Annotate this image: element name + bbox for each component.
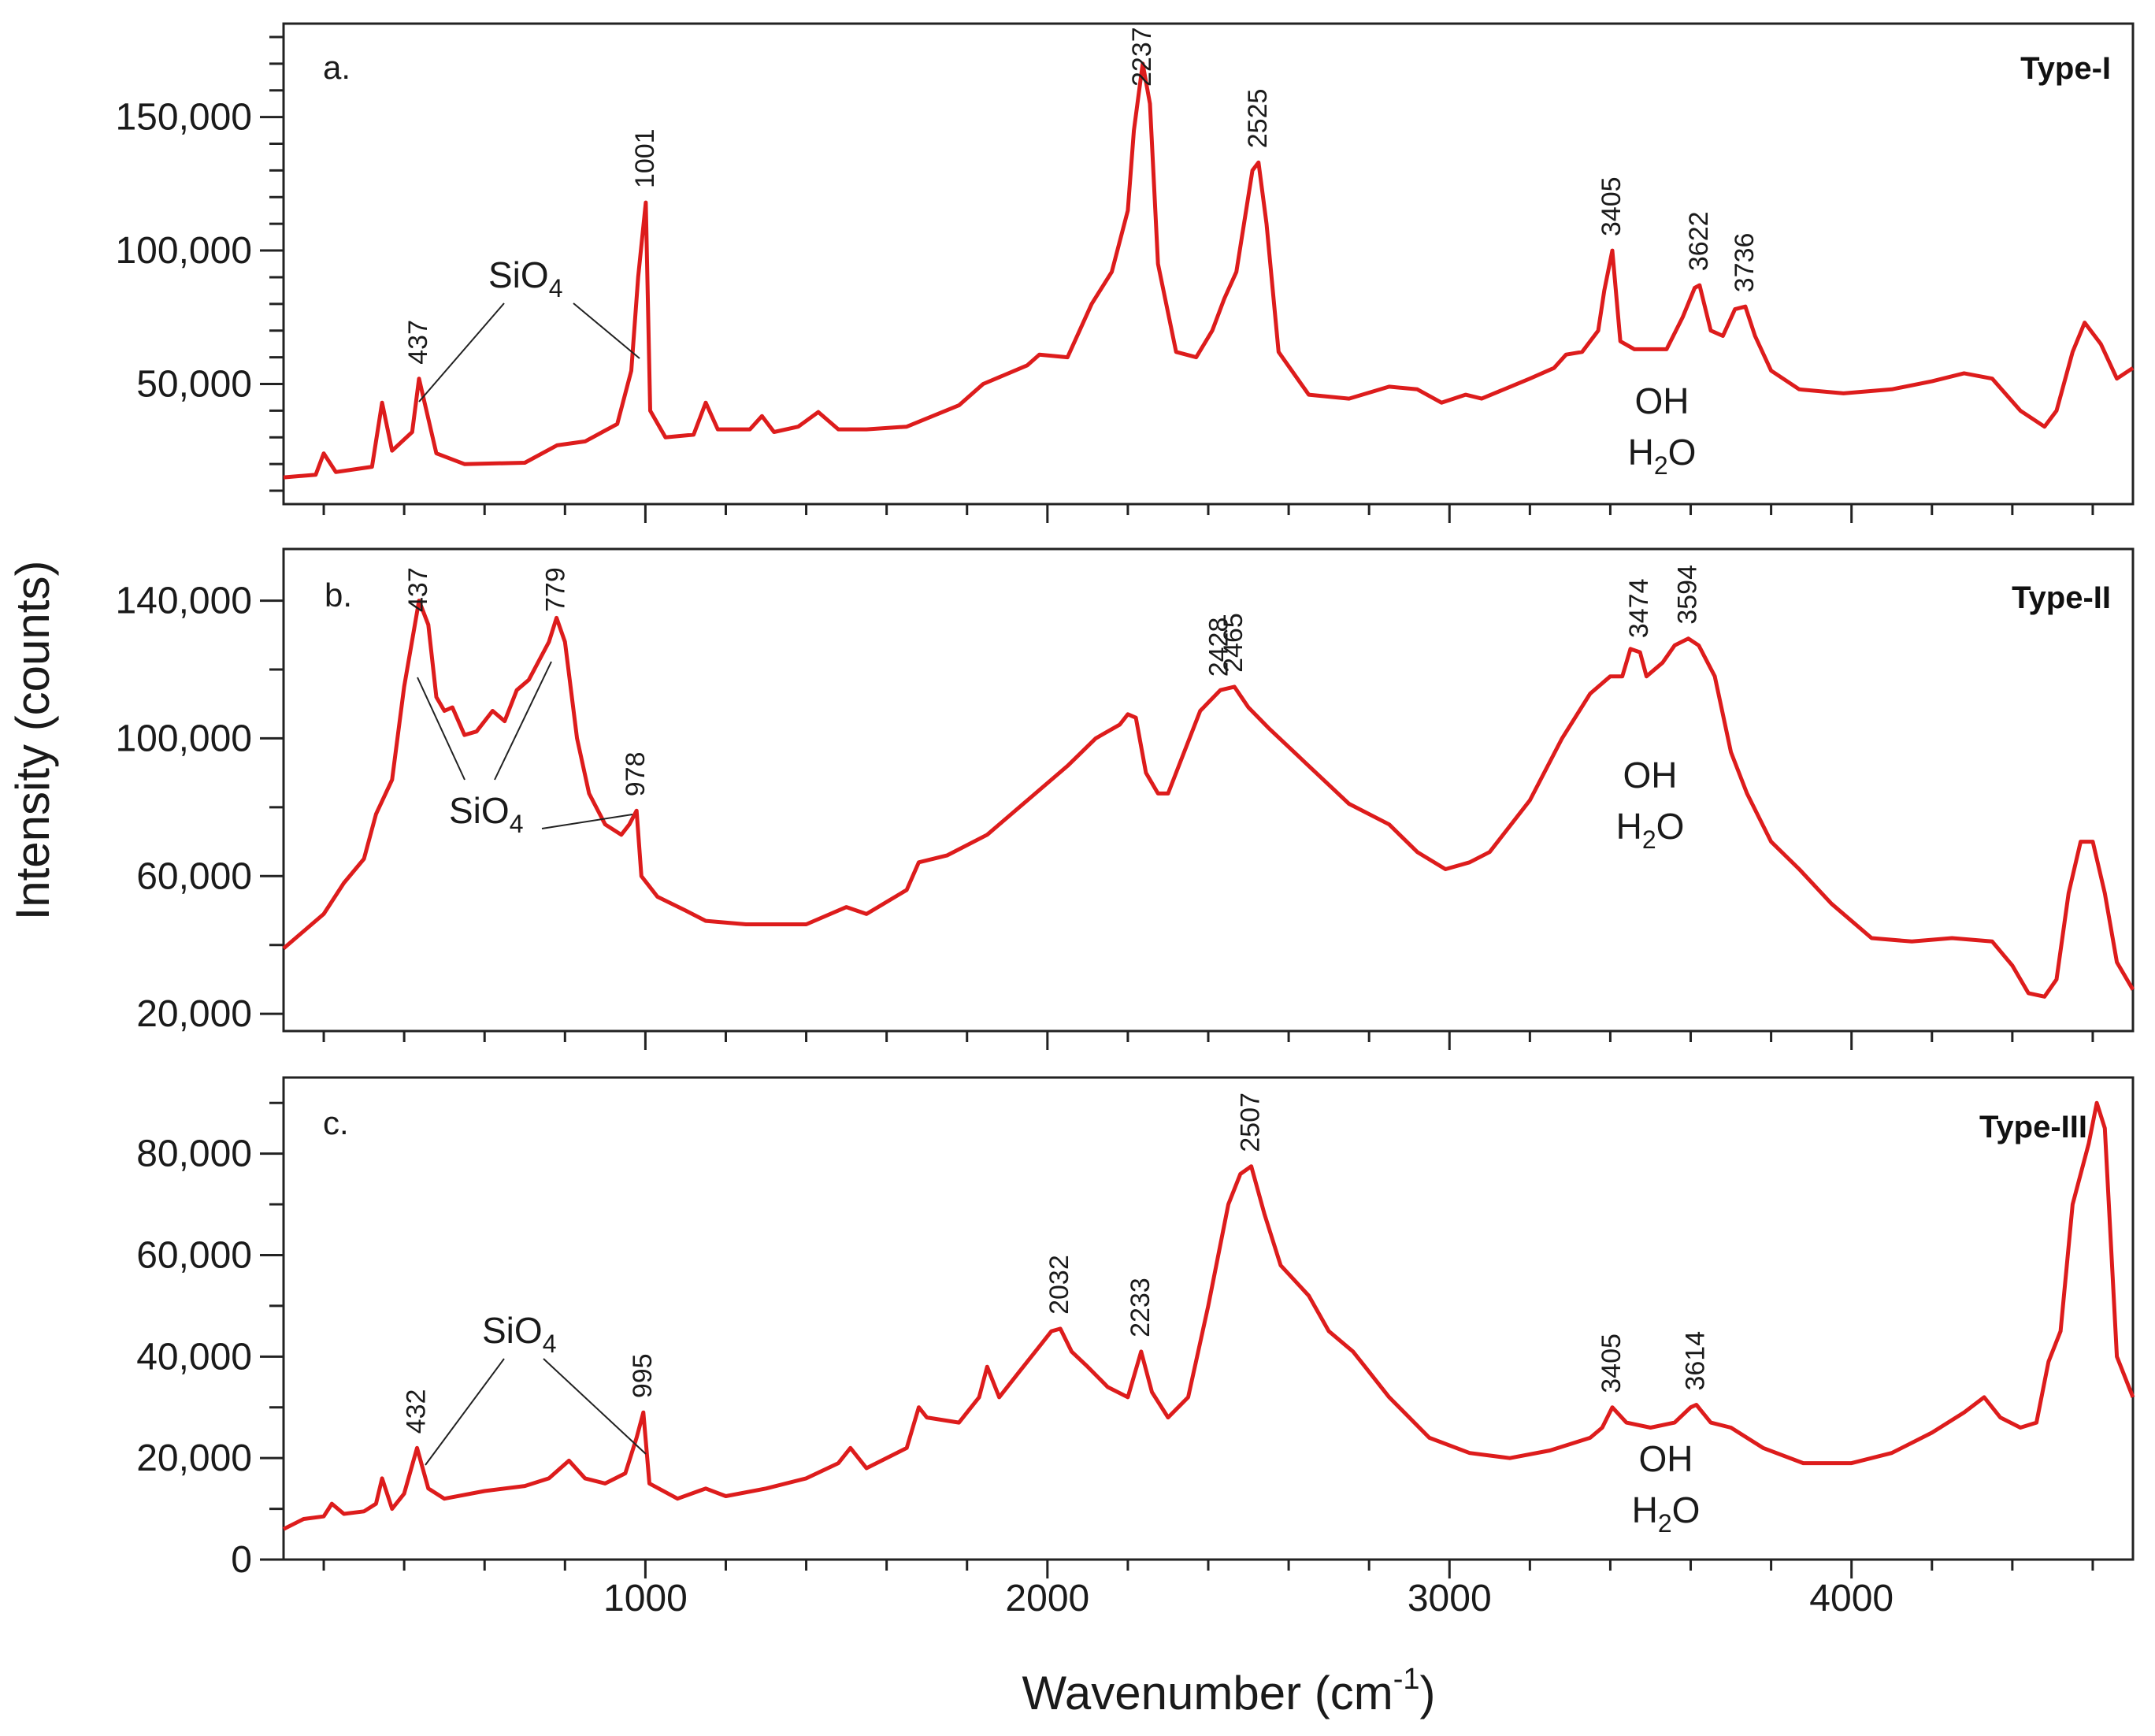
y-tick-label: 60,000 [136,855,252,897]
panel-a-h2o-label: H2O [1628,432,1697,480]
x-tick-label-1000: 1000 [603,1578,688,1619]
panel-b-type-label: Type-II [2012,581,2111,615]
panel-b-sio4-base: SiO [449,790,510,831]
panel-a-sio4-leader-1001 [573,302,640,359]
y-tick-label: 150,000 [115,97,252,139]
panel-c-sio4-leader-432 [425,1358,505,1466]
panel-c-sio4-base: SiO [482,1310,543,1351]
y-tick-label: 100,000 [115,230,252,272]
y-tick-label: 140,000 [115,581,252,622]
panel-c-oh-label: OH [1639,1438,1693,1479]
panel-a-oh-label: OH [1635,380,1690,421]
panel-c-h2o-label: H2O [1632,1489,1701,1538]
panel-b-h2o-subscript: 2 [1642,825,1656,854]
x-axis-title: Wavenumber (cm-1) [1022,1663,1436,1719]
peak-label-3474: 3474 [1624,579,1654,639]
panel-a-type-label: Type-I [2020,51,2111,86]
panel-b-spectrum-line [282,599,2135,999]
panel-b-label: b. [325,577,352,614]
peak-label-995: 995 [628,1353,658,1398]
panel-c-type-label: Type-III [1979,1110,2087,1144]
panel-a-sio4-label: SiO4 [488,254,562,302]
peak-label-432: 432 [401,1389,431,1434]
panel-a-label: a. [323,49,351,86]
x-axis-title-close: ) [1420,1667,1436,1719]
panel-b-h2o-o: O [1656,806,1685,847]
x-tick-label-3000: 3000 [1408,1578,1492,1619]
panel-c-type-iii: 0 20,000 40,000 60,000 80,000 432 995 2032 2233… [136,1076,2135,1581]
panel-b-sio4-label: SiO4 [449,790,523,838]
peak-label-978: 978 [621,751,651,796]
y-tick-label: 20,000 [136,993,252,1035]
panel-b-sio4-leader-437 [417,677,465,781]
peak-label-3736: 3736 [1730,233,1760,293]
x-tick-label-2000: 2000 [1005,1578,1089,1619]
panel-a-sio4-subscript: 4 [549,274,563,302]
y-tick-label: 80,000 [136,1133,252,1175]
y-tick-label: 40,000 [136,1336,252,1378]
peak-label-1001: 1001 [630,128,660,188]
panel-b-h2o-label: H2O [1616,806,1685,854]
peak-label-2507: 2507 [1236,1092,1266,1152]
panel-a-frame [282,22,2135,506]
panel-b-h2o-h: H [1616,806,1642,847]
panel-c-peak-labels: 432 995 2032 2233 2507 3405 3614 [401,1092,1710,1434]
panel-c-sio4-leader-995 [543,1358,647,1455]
peak-label-2237: 2237 [1127,27,1157,87]
panel-a-sio4-base: SiO [488,254,549,295]
panel-a-sio4-leader-437 [418,302,505,402]
panel-a-h2o-o: O [1668,432,1697,473]
peak-label-3622: 3622 [1684,211,1714,271]
peak-label-3614: 3614 [1681,1331,1711,1391]
panel-c-sio4-subscript: 4 [543,1330,557,1358]
panel-c-h2o-o: O [1672,1489,1701,1530]
peak-label-3594: 3594 [1672,565,1702,625]
peak-label-2233: 2233 [1126,1278,1155,1337]
panel-b-sio4-subscript: 4 [510,810,524,838]
peak-label-3405: 3405 [1597,1334,1626,1393]
panel-c-spectrum-line [282,1100,2135,1531]
panel-b-ticks: 20,000 60,000 100,000 140,000 [115,581,2094,1050]
panel-c-h2o-subscript: 2 [1658,1509,1672,1538]
peak-label-2032: 2032 [1044,1255,1074,1315]
panel-b-sio4-leader-978 [541,814,633,829]
panel-a-type-i: 50,000 100,000 150,000 437 1001 2237 2525 3405… [115,22,2135,523]
panel-b-sio4-leader-779 [494,661,552,781]
x-axis-title-main: Wavenumber (cm [1022,1667,1393,1719]
panel-a-spectrum-line [283,61,2135,480]
peak-label-2465: 2465 [1218,613,1248,673]
y-tick-label: 50,000 [136,364,252,406]
y-tick-label: 0 [231,1539,252,1581]
peak-label-779: 779 [541,567,571,612]
y-tick-label: 100,000 [115,718,252,759]
panel-c-h2o-h: H [1632,1489,1658,1530]
y-tick-label: 20,000 [136,1437,252,1479]
y-axis-title: Intensity (counts) [6,561,59,921]
panel-b-type-ii: 20,000 60,000 100,000 140,000 437 779 978 2428… [115,547,2135,1050]
x-axis-tick-labels: 1000 2000 3000 4000 [603,1578,1894,1619]
x-tick-label-4000: 4000 [1809,1578,1894,1619]
panel-a-ticks: 50,000 100,000 150,000 [115,35,2094,523]
panel-a-peak-labels: 437 1001 2237 2525 3405 3622 3736 [403,27,1760,364]
peak-label-437: 437 [403,567,433,612]
peak-label-2525: 2525 [1243,89,1273,149]
peak-label-3405: 3405 [1597,176,1626,236]
panel-c-frame [282,1076,2135,1561]
panel-c-label: c. [323,1104,349,1141]
peak-label-2428: 2428 [1204,618,1233,677]
panel-c-sio4-label: SiO4 [482,1310,556,1358]
panel-c-ticks: 0 20,000 40,000 60,000 80,000 [136,1101,2094,1581]
x-axis-title-superscript: -1 [1393,1663,1420,1696]
y-tick-label: 60,000 [136,1234,252,1276]
panel-b-oh-label: OH [1623,755,1678,796]
panel-a-h2o-subscript: 2 [1654,451,1668,480]
panel-a-h2o-h: H [1628,432,1654,473]
peak-label-437: 437 [403,320,433,365]
